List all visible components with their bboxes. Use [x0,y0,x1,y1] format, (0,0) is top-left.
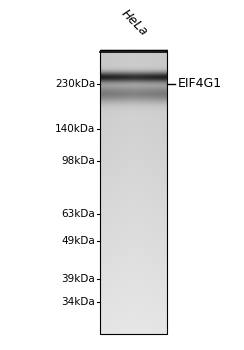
Bar [100,50,167,334]
Text: 63kDa: 63kDa [61,209,95,219]
Text: 140kDa: 140kDa [55,124,95,134]
Text: HeLa: HeLa [118,7,150,38]
Text: 39kDa: 39kDa [61,274,95,284]
Text: EIF4G1: EIF4G1 [177,77,222,90]
Text: 230kDa: 230kDa [55,79,95,89]
Text: 98kDa: 98kDa [61,156,95,166]
Text: 34kDa: 34kDa [61,298,95,307]
Text: 49kDa: 49kDa [61,236,95,246]
